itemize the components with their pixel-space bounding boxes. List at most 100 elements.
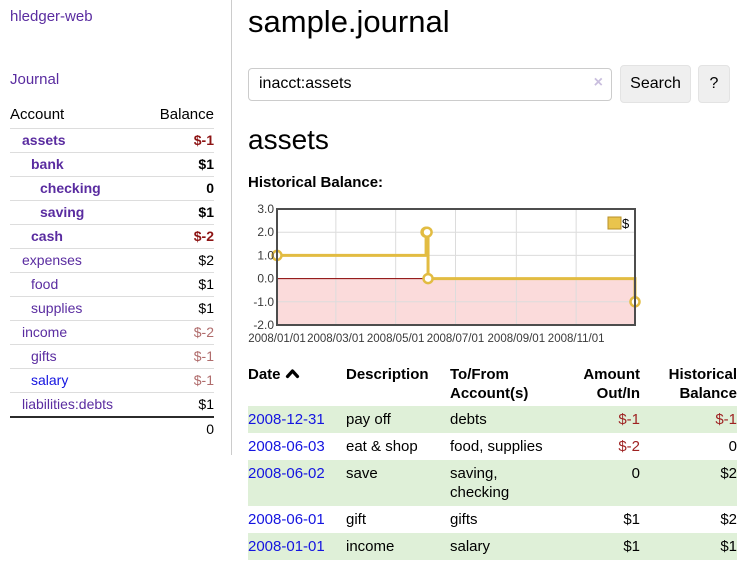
register-date-link[interactable]: 2008-06-01 — [248, 511, 325, 528]
register-header-accounts: To/From Account(s) — [450, 366, 529, 402]
page-title: sample.journal — [248, 4, 450, 39]
svg-text:1.0: 1.0 — [257, 248, 274, 262]
register-header-date[interactable]: Date — [248, 362, 346, 406]
register-header-amount: Amount Out/In — [583, 366, 640, 402]
sidebar-account-link-income[interactable]: income — [22, 324, 68, 340]
register-accounts: food, supplies — [450, 438, 543, 455]
sidebar: hledger-web Journal Account Balance asse… — [0, 0, 231, 582]
register-accounts: debts — [450, 411, 487, 428]
search-input[interactable] — [248, 67, 612, 101]
register-accounts: saving, checking — [450, 465, 510, 501]
svg-text:2008/01/01: 2008/01/01 — [248, 333, 306, 345]
register-header-description: Description — [346, 366, 429, 383]
register-amount: $1 — [623, 511, 640, 528]
svg-text:2008/03/01: 2008/03/01 — [307, 333, 365, 345]
register-date-link[interactable]: 2008-06-02 — [248, 465, 325, 482]
account-row: assets $-1 — [10, 128, 214, 153]
register-description: income — [346, 538, 395, 555]
account-balance: $1 — [198, 300, 214, 316]
sidebar-account-link-liabilities-debts[interactable]: liabilities:debts — [22, 396, 114, 412]
sidebar-account-link-checking[interactable]: checking — [40, 180, 101, 196]
register-amount: $-2 — [618, 438, 640, 455]
sidebar-account-link-saving[interactable]: saving — [40, 204, 85, 220]
register-row: 2008-01-01 income salary $1 $1 — [248, 533, 737, 560]
register-description: gift — [346, 511, 367, 528]
account-balance: $-1 — [193, 132, 214, 148]
accounts-table-header: Account Balance — [10, 102, 214, 129]
account-row: checking 0 — [10, 176, 214, 201]
register-table-header: Date Description To/From Account(s) Amou… — [248, 362, 737, 406]
sidebar-account-link-bank[interactable]: bank — [31, 156, 64, 172]
register-balance: $1 — [720, 538, 737, 555]
clear-search-icon[interactable]: × — [593, 73, 603, 91]
svg-text:2008/11/01: 2008/11/01 — [548, 333, 605, 345]
svg-text:2008/07/01: 2008/07/01 — [427, 333, 485, 345]
register-header-balance: Historical Balance — [668, 366, 737, 402]
account-heading: assets — [248, 124, 329, 155]
sidebar-account-link-food[interactable]: food — [31, 276, 59, 292]
svg-text:2.0: 2.0 — [257, 225, 274, 239]
accounts-table: Account Balance assets $-1 bank $1 checking 0… — [10, 102, 214, 441]
sidebar-item-journal[interactable]: Journal — [10, 71, 60, 88]
app-title-link[interactable]: hledger-web — [10, 8, 93, 25]
accounts-total-balance: 0 — [206, 421, 214, 437]
register-balance: $2 — [720, 511, 737, 528]
account-balance: $-1 — [193, 348, 214, 364]
svg-text:3.0: 3.0 — [257, 203, 274, 216]
register-table: Date Description To/From Account(s) Amou… — [248, 362, 737, 560]
account-row: gifts $-1 — [10, 344, 214, 369]
register-amount: $-1 — [618, 411, 640, 428]
svg-text:-1.0: -1.0 — [253, 295, 274, 309]
svg-text:2008/05/01: 2008/05/01 — [367, 333, 425, 345]
chart-title: Historical Balance: — [248, 174, 384, 191]
register-description: pay off — [346, 411, 391, 428]
account-balance: $1 — [198, 396, 214, 412]
account-row: food $1 — [10, 272, 214, 297]
account-row: supplies $1 — [10, 296, 214, 321]
register-amount: 0 — [631, 465, 640, 482]
sidebar-account-link-supplies[interactable]: supplies — [31, 300, 83, 316]
account-row: cash $-2 — [10, 224, 214, 249]
account-row: liabilities:debts $1 — [10, 392, 214, 418]
search-button[interactable]: Search — [620, 65, 691, 103]
register-date-link[interactable]: 2008-01-01 — [248, 538, 325, 555]
register-date-link[interactable]: 2008-12-31 — [248, 411, 325, 428]
sidebar-account-link-salary[interactable]: salary — [31, 372, 69, 388]
account-balance: $2 — [198, 252, 214, 268]
register-balance: $2 — [720, 465, 737, 482]
svg-text:2008/09/01: 2008/09/01 — [488, 333, 546, 345]
sidebar-divider — [231, 0, 232, 455]
register-description: eat & shop — [346, 438, 418, 455]
help-button[interactable]: ? — [698, 65, 730, 103]
register-date-link[interactable]: 2008-06-03 — [248, 438, 325, 455]
register-row: 2008-06-03 eat & shop food, supplies $-2 0 — [248, 433, 737, 460]
sidebar-account-link-expenses[interactable]: expenses — [22, 252, 82, 268]
svg-text:-2.0: -2.0 — [253, 318, 274, 332]
account-balance: $1 — [198, 156, 214, 172]
account-balance: $-1 — [193, 372, 214, 388]
svg-text:0.0: 0.0 — [257, 272, 274, 286]
sort-ascending-icon — [285, 365, 300, 384]
accounts-header-account: Account — [10, 106, 65, 123]
account-balance: $1 — [198, 204, 214, 220]
register-row: 2008-06-02 save saving, checking 0 $2 — [248, 460, 737, 506]
sidebar-account-link-cash[interactable]: cash — [31, 228, 63, 244]
main-content: sample.journal × Search ? assets Histori… — [248, 0, 738, 582]
account-row: saving $1 — [10, 200, 214, 225]
register-row: 2008-12-31 pay off debts $-1 $-1 — [248, 406, 737, 433]
register-balance: $-1 — [715, 411, 737, 428]
account-balance: $-2 — [193, 324, 214, 340]
register-balance: 0 — [728, 438, 737, 455]
sidebar-account-link-gifts[interactable]: gifts — [31, 348, 57, 364]
register-amount: $1 — [623, 538, 640, 555]
account-row: salary $-1 — [10, 368, 214, 393]
account-row: expenses $2 — [10, 248, 214, 273]
register-accounts: salary — [450, 538, 491, 555]
account-row: bank $1 — [10, 152, 214, 177]
accounts-header-balance: Balance — [159, 106, 214, 123]
register-description: save — [346, 465, 378, 482]
account-balance: 0 — [206, 180, 214, 196]
account-balance: $-2 — [193, 228, 214, 244]
svg-text:$: $ — [622, 216, 630, 231]
sidebar-account-link-assets[interactable]: assets — [22, 132, 66, 148]
